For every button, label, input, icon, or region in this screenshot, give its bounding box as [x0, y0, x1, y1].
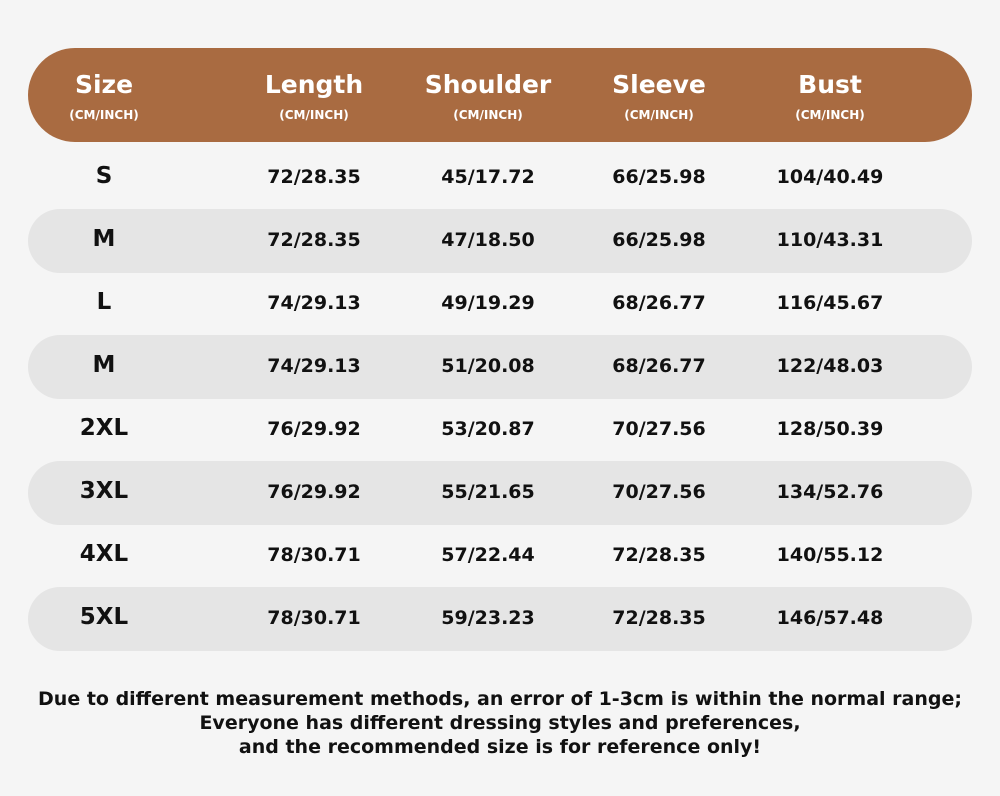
note-line: Due to different measurement methods, an…: [38, 688, 962, 710]
table-cell: 78/30.71: [267, 543, 361, 566]
header-unit: (CM/INCH): [453, 108, 523, 122]
header-unit: (CM/INCH): [279, 108, 349, 122]
table-cell: S: [95, 163, 113, 190]
row-background: [28, 461, 972, 525]
header-title: Shoulder: [424, 70, 552, 99]
table-cell: M: [92, 352, 116, 379]
table-cell: 110/43.31: [776, 228, 884, 251]
note-line: and the recommended size is for referenc…: [238, 736, 762, 758]
table-cell: 49/19.29: [441, 291, 535, 314]
header-unit: (CM/INCH): [624, 108, 694, 122]
table-cell: 51/20.08: [441, 354, 535, 377]
table-cell: 68/26.77: [612, 354, 706, 377]
table-cell: 146/57.48: [776, 606, 884, 629]
row-background: [28, 335, 972, 399]
row-background: [28, 587, 972, 651]
header-unit: (CM/INCH): [795, 108, 865, 122]
table-cell: 3XL: [79, 478, 129, 505]
table-cell: 47/18.50: [441, 228, 535, 251]
table-cell: 76/29.92: [267, 417, 361, 440]
table-cell: M: [92, 226, 116, 253]
table-cell: 104/40.49: [776, 165, 884, 188]
table-cell: 72/28.35: [612, 606, 706, 629]
note-line: Everyone has different dressing styles a…: [199, 712, 801, 734]
table-cell: 55/21.65: [441, 480, 535, 503]
header-title: Bust: [798, 70, 862, 99]
table-cell: 70/27.56: [612, 480, 706, 503]
table-cell: 74/29.13: [267, 291, 361, 314]
header-title: Sleeve: [612, 70, 706, 99]
table-cell: 4XL: [79, 541, 129, 568]
table-cell: 128/50.39: [776, 417, 884, 440]
table-cell: 140/55.12: [776, 543, 884, 566]
table-cell: 72/28.35: [267, 165, 361, 188]
table-cell: 72/28.35: [267, 228, 361, 251]
table-cell: 59/23.23: [441, 606, 535, 629]
row-background: [28, 209, 972, 273]
header-bar: [28, 48, 972, 142]
table-cell: 53/20.87: [441, 417, 535, 440]
table-cell: 68/26.77: [612, 291, 706, 314]
table-cell: 116/45.67: [776, 291, 884, 314]
table-cell: 2XL: [79, 415, 129, 442]
table-cell: 45/17.72: [441, 165, 535, 188]
header-title: Length: [264, 70, 364, 99]
table-cell: 134/52.76: [776, 480, 884, 503]
table-cell: 66/25.98: [612, 228, 706, 251]
table-cell: 76/29.92: [267, 480, 361, 503]
table-cell: 5XL: [79, 604, 129, 631]
table-cell: 74/29.13: [267, 354, 361, 377]
table-cell: 122/48.03: [776, 354, 884, 377]
table-cell: L: [96, 289, 112, 316]
header-unit: (CM/INCH): [69, 108, 139, 122]
table-cell: 78/30.71: [267, 606, 361, 629]
table-cell: 72/28.35: [612, 543, 706, 566]
header-title: Size: [74, 70, 134, 99]
table-cell: 70/27.56: [612, 417, 706, 440]
table-cell: 66/25.98: [612, 165, 706, 188]
table-cell: 57/22.44: [441, 543, 535, 566]
